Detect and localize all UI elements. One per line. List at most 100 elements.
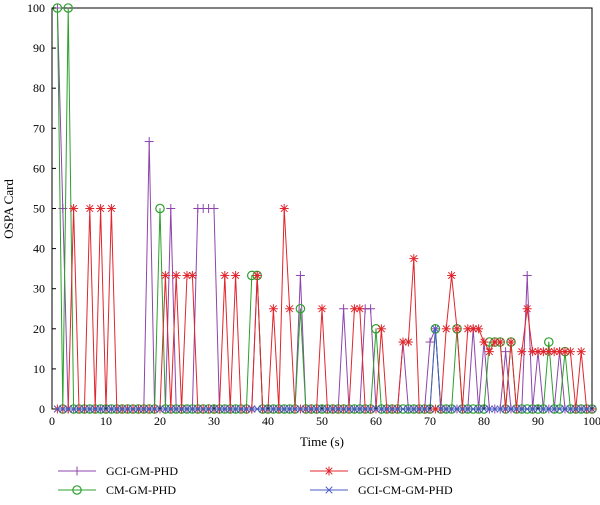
x-tick-label: 40 xyxy=(262,414,274,428)
data-point xyxy=(490,337,500,347)
data-point xyxy=(91,405,99,413)
data-point xyxy=(441,324,451,334)
data-point xyxy=(442,405,450,413)
data-point xyxy=(566,405,575,413)
data-point xyxy=(425,337,435,347)
data-point xyxy=(410,405,418,413)
data-point xyxy=(96,204,106,213)
data-point xyxy=(345,405,353,413)
legend-marker xyxy=(72,466,82,476)
data-point xyxy=(187,270,197,280)
data-point xyxy=(199,405,207,413)
data-point xyxy=(545,405,553,413)
data-point xyxy=(59,405,67,413)
legend-item: GCI-CM-GM-PHD xyxy=(310,483,453,497)
data-point xyxy=(75,405,83,413)
data-point xyxy=(543,337,554,347)
data-point xyxy=(458,405,467,413)
data-point xyxy=(409,254,419,264)
data-point xyxy=(275,405,283,413)
data-point xyxy=(194,405,202,413)
x-tick-label: 90 xyxy=(532,414,544,428)
data-point xyxy=(248,405,256,413)
data-point xyxy=(118,405,126,413)
data-point xyxy=(295,303,306,314)
series-gci-sm-gm-phd xyxy=(52,204,597,414)
data-point xyxy=(96,405,105,413)
data-point xyxy=(376,324,386,334)
x-tick-label: 60 xyxy=(370,414,382,428)
data-point xyxy=(285,405,294,413)
data-point xyxy=(231,405,240,413)
data-point xyxy=(517,347,527,357)
data-point xyxy=(350,405,359,413)
data-point xyxy=(166,204,176,213)
data-point xyxy=(215,405,224,413)
data-point xyxy=(302,405,310,413)
data-point xyxy=(555,405,564,413)
data-point xyxy=(464,405,472,413)
data-point xyxy=(361,405,369,413)
legend-label: CM-GM-PHD xyxy=(106,483,176,497)
data-point xyxy=(317,304,327,314)
data-point xyxy=(69,204,79,213)
data-point xyxy=(576,347,586,357)
x-tick-label: 70 xyxy=(424,414,436,428)
data-point xyxy=(501,405,510,413)
data-point xyxy=(226,405,234,413)
data-point xyxy=(220,270,230,280)
data-point xyxy=(377,405,386,413)
data-point xyxy=(339,405,348,413)
x-tick-label: 30 xyxy=(208,414,220,428)
data-point xyxy=(415,405,423,413)
data-point xyxy=(523,405,531,413)
x-axis: 0 10 20 30 40 50 60 70 80 90 100 xyxy=(49,405,600,428)
data-point xyxy=(107,405,116,413)
data-point xyxy=(140,405,148,413)
y-tick-label: 20 xyxy=(33,322,45,336)
y-tick-label: 60 xyxy=(33,161,45,175)
data-point xyxy=(64,405,72,413)
data-point xyxy=(349,304,359,314)
legend-item: CM-GM-PHD xyxy=(58,483,176,497)
data-point xyxy=(452,324,462,334)
data-point xyxy=(474,405,483,413)
data-point xyxy=(160,270,170,280)
legend-marker xyxy=(325,486,333,494)
data-point xyxy=(491,405,499,413)
data-point xyxy=(285,304,295,314)
data-point xyxy=(188,405,197,413)
y-axis-title: OSPA Card xyxy=(1,179,16,239)
data-point xyxy=(204,405,213,413)
data-point xyxy=(295,270,305,280)
y-tick-label: 100 xyxy=(27,1,45,15)
legend-label: GCI-GM-PHD xyxy=(106,464,178,478)
data-point xyxy=(253,405,261,413)
data-point xyxy=(80,405,89,413)
data-point xyxy=(495,337,505,347)
data-point xyxy=(539,405,548,413)
data-point xyxy=(506,337,516,347)
data-point xyxy=(183,405,191,413)
y-tick-label: 50 xyxy=(33,202,45,216)
data-point xyxy=(572,405,580,413)
data-point xyxy=(209,204,219,213)
series-gci-cm-gm-phd xyxy=(53,325,596,413)
legend-item: GCI-GM-PHD xyxy=(58,464,178,478)
data-point xyxy=(323,405,332,413)
series-line xyxy=(57,328,592,410)
data-point xyxy=(356,405,364,413)
data-point xyxy=(334,405,342,413)
legend-label: GCI-CM-GM-PHD xyxy=(358,483,453,497)
data-point xyxy=(144,137,154,147)
x-tick-label: 0 xyxy=(49,414,55,428)
y-tick-label: 90 xyxy=(33,41,45,55)
x-axis-title: Time (s) xyxy=(300,434,344,449)
data-point xyxy=(393,405,402,413)
data-point xyxy=(106,204,116,213)
data-point xyxy=(329,405,337,413)
legend: GCI-GM-PHD GCI-SM-GM-PHD CM-GM-PHD GCI-CM-G… xyxy=(58,464,453,497)
data-point xyxy=(307,405,315,413)
plot-frame xyxy=(51,7,593,410)
